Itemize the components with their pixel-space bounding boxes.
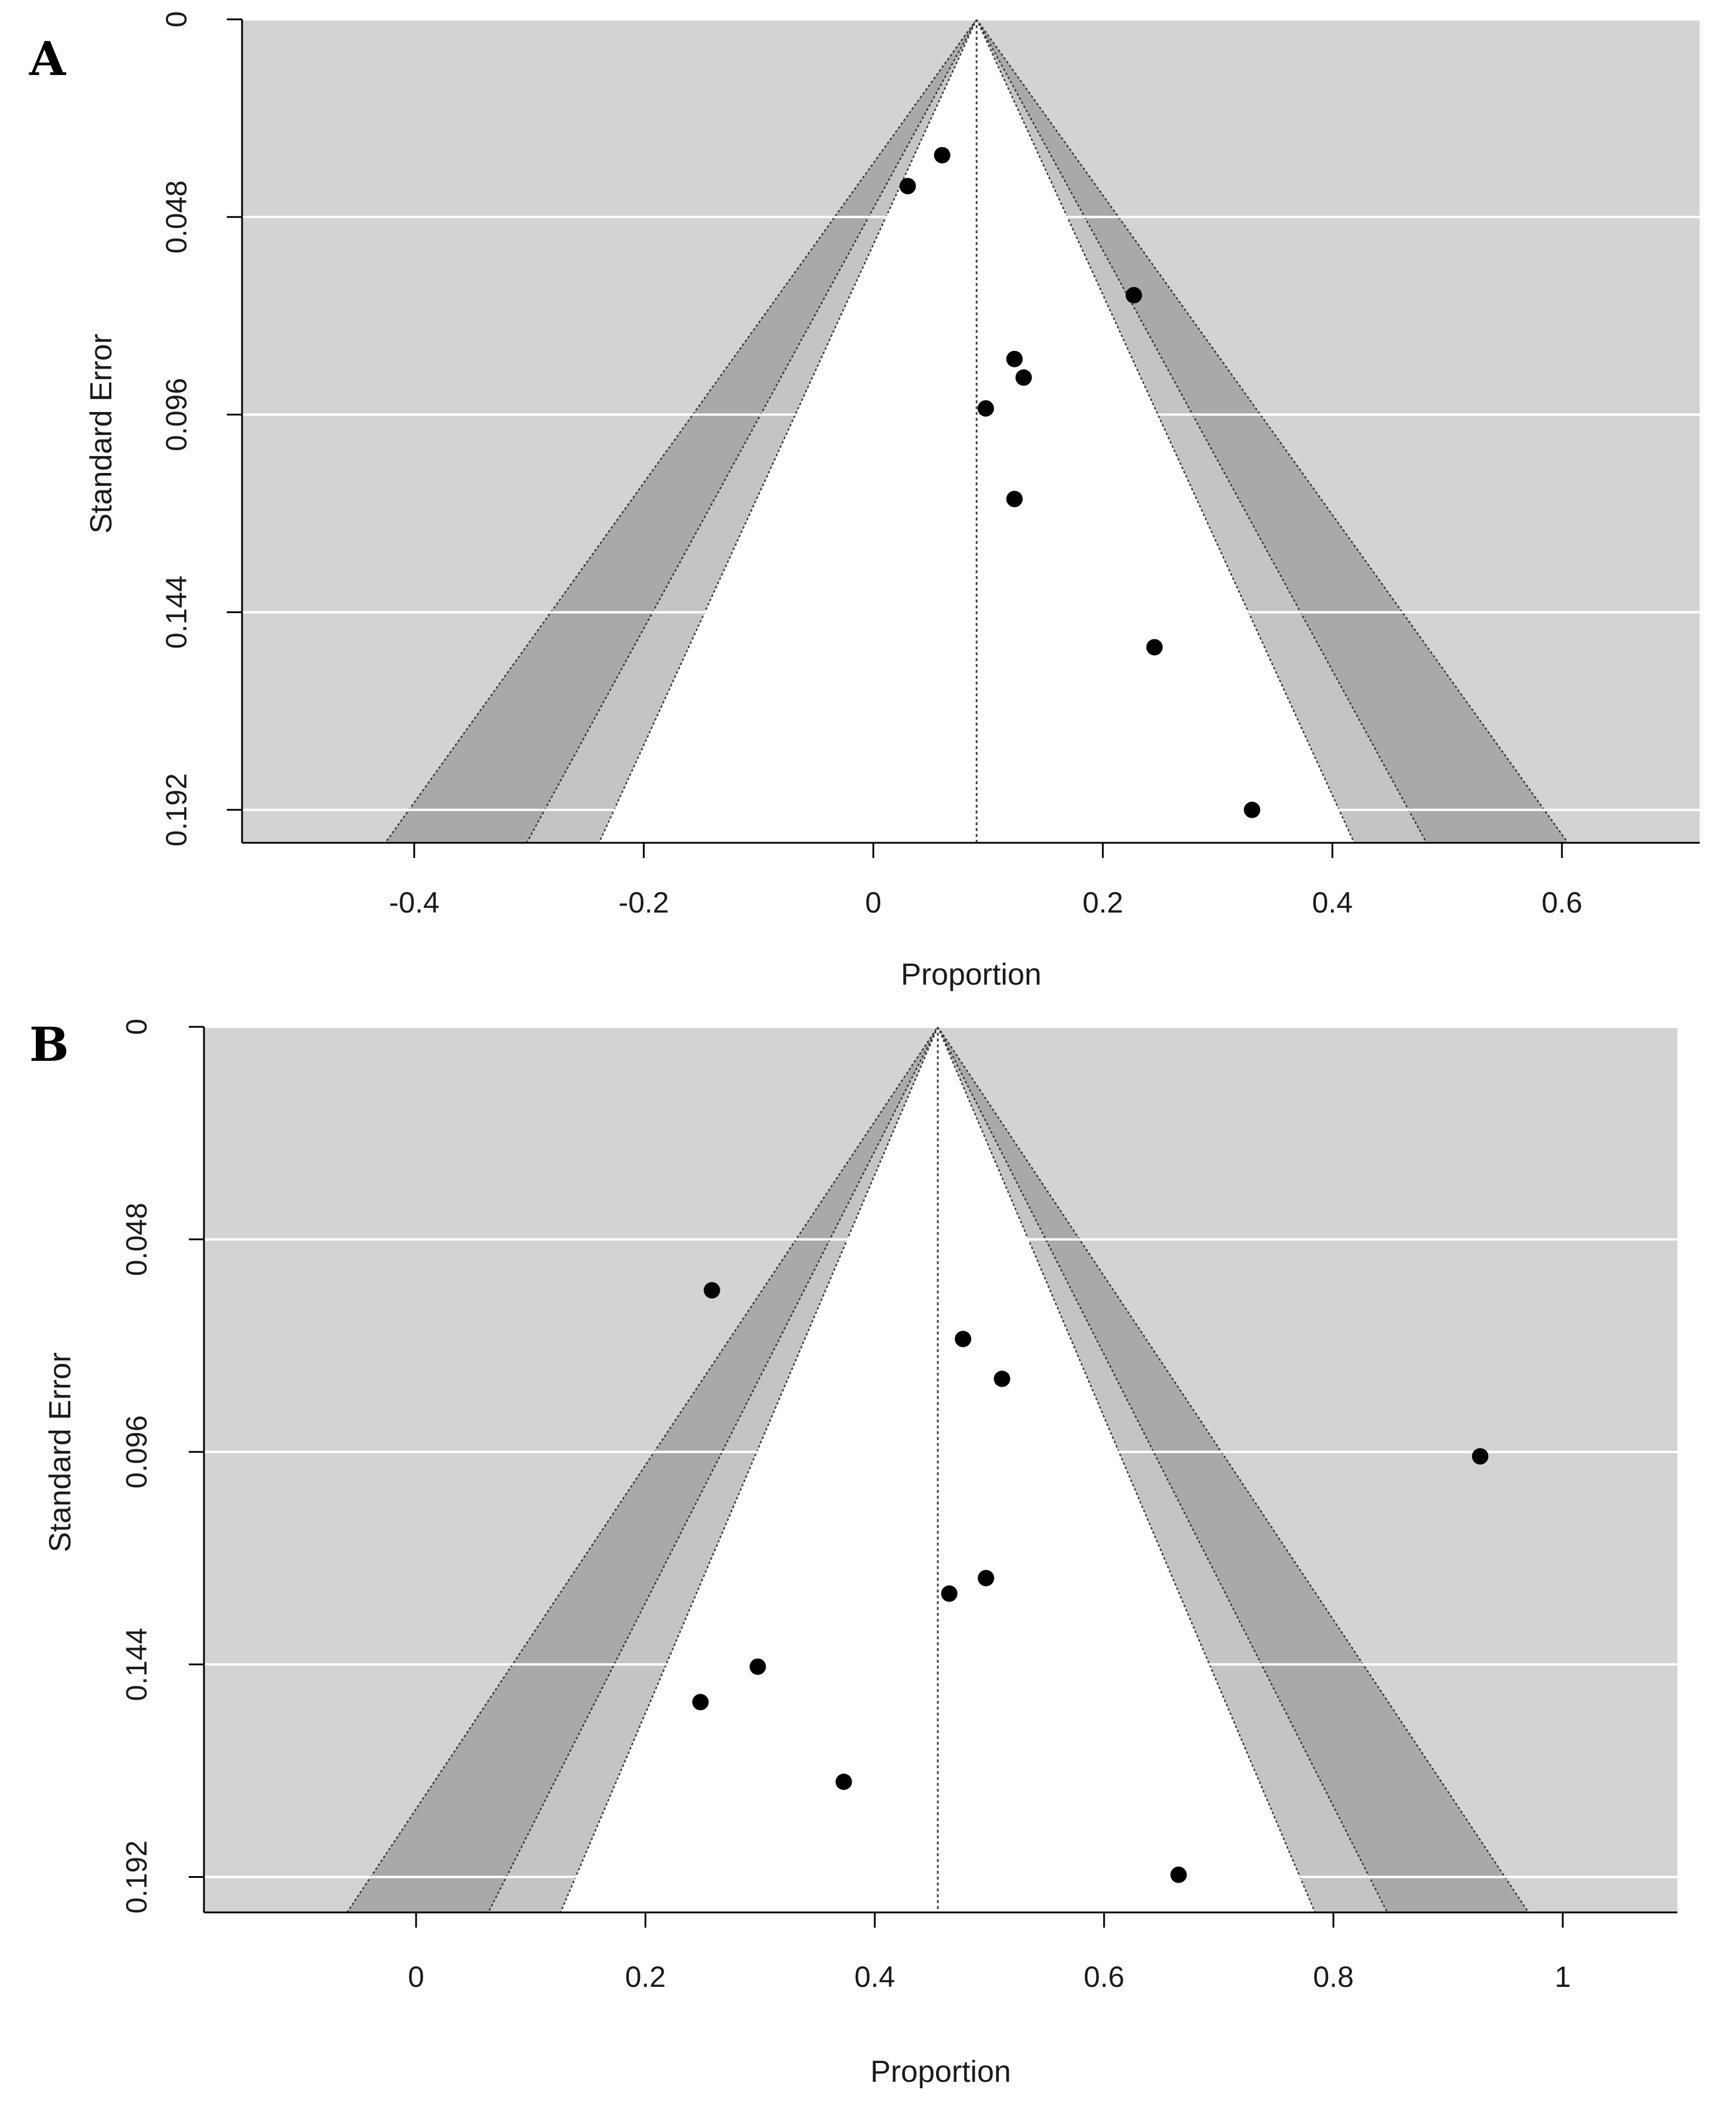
- study-point-a-2: [1125, 287, 1142, 304]
- y-tick-label-a-1: 0.048: [160, 181, 193, 254]
- study-point-b-9: [1170, 1866, 1187, 1883]
- panel-label-b: B: [29, 1017, 69, 1072]
- y-tick-label-a-3: 0.144: [160, 576, 193, 649]
- y-tick-label-b-2: 0.096: [120, 1415, 153, 1489]
- study-point-a-5: [977, 400, 994, 417]
- study-point-b-7: [692, 1694, 709, 1711]
- study-point-b-0: [703, 1282, 720, 1299]
- study-point-b-4: [978, 1570, 995, 1587]
- study-point-a-4: [1015, 369, 1032, 386]
- x-axis-title-b: Proportion: [870, 2055, 1011, 2089]
- y-tick-label-b-0: 0: [120, 1019, 153, 1035]
- study-point-b-8: [835, 1774, 852, 1791]
- study-point-a-6: [1006, 491, 1023, 508]
- y-axis-title-a: Standard Error: [84, 333, 118, 533]
- study-point-b-2: [993, 1370, 1010, 1387]
- x-tick-label-b-1: 0.2: [625, 1960, 666, 1993]
- panel-a: A -0.4 -0.2 0 0.2 0.4 0.6 0 0.048 0.096 0.144 0.19…: [29, 11, 1700, 992]
- x-tick-label-a-1: -0.2: [618, 886, 669, 919]
- funnel-plot-b: 0 0.2 0.4 0.6 0.8 1 0 0.048 0.096 0.144 0.192: [120, 1019, 1677, 1993]
- funnel-plot-a: -0.4 -0.2 0 0.2 0.4 0.6 0 0.048 0.096 0.144 0.192: [160, 11, 1700, 919]
- study-point-b-5: [941, 1585, 958, 1602]
- x-tick-label-a-0: -0.4: [389, 886, 440, 919]
- plot-area-a: [242, 19, 1700, 843]
- y-axis-title-b: Standard Error: [43, 1352, 77, 1552]
- panel-label-a: A: [29, 31, 66, 86]
- x-tick-label-b-4: 0.8: [1313, 1960, 1354, 1993]
- panel-b: B 0 0.2 0.4 0.6 0.8 1 0 0.048 0.096 0.144 0.192 Pr…: [29, 1017, 1677, 2089]
- study-point-b-3: [1472, 1448, 1489, 1465]
- y-tick-label-b-3: 0.144: [120, 1628, 153, 1701]
- x-tick-label-a-3: 0.2: [1083, 886, 1124, 919]
- y-tick-label-a-2: 0.096: [160, 378, 193, 451]
- study-point-a-0: [934, 147, 951, 164]
- x-tick-label-b-0: 0: [408, 1960, 424, 1993]
- x-tick-label-a-4: 0.4: [1312, 886, 1353, 919]
- study-point-a-8: [1244, 801, 1261, 818]
- funnel-region-90-b: [560, 1027, 1316, 1912]
- study-point-b-6: [749, 1658, 766, 1675]
- y-tick-label-b-4: 0.192: [120, 1840, 153, 1914]
- study-point-b-1: [955, 1330, 972, 1347]
- y-tick-label-a-4: 0.192: [160, 773, 193, 846]
- study-point-a-3: [1006, 350, 1023, 367]
- x-tick-label-b-2: 0.4: [855, 1960, 896, 1993]
- x-tick-label-a-2: 0: [865, 886, 881, 919]
- study-point-a-7: [1146, 639, 1163, 656]
- x-tick-label-a-5: 0.6: [1541, 886, 1582, 919]
- plot-area-b: [204, 1027, 1677, 1912]
- study-point-a-1: [899, 178, 916, 195]
- y-tick-label-b-1: 0.048: [120, 1203, 153, 1276]
- x-tick-label-b-5: 1: [1554, 1960, 1571, 1993]
- x-tick-label-b-3: 0.6: [1084, 1960, 1125, 1993]
- x-axis-title-a: Proportion: [901, 958, 1041, 992]
- y-tick-label-a-0: 0: [160, 11, 193, 28]
